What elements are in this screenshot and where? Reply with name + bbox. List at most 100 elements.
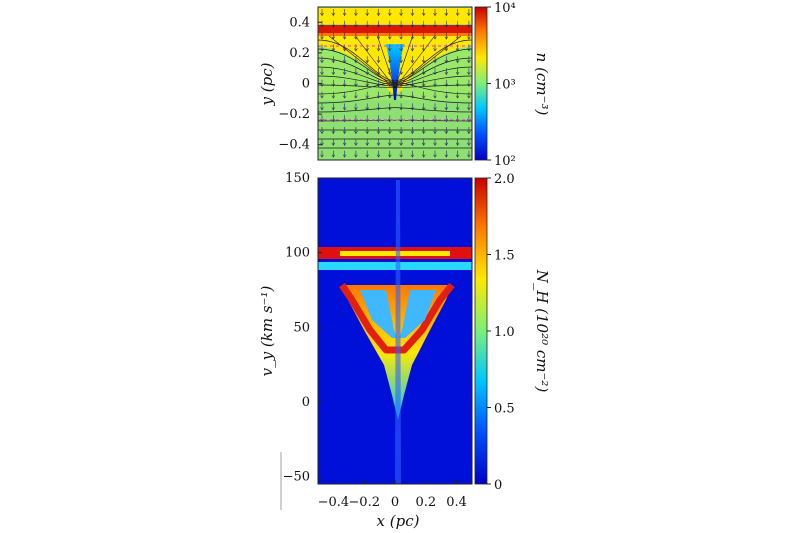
velocity-arrowhead: [410, 107, 415, 111]
velocity-arrowhead: [444, 95, 449, 99]
velocity-arrowhead: [365, 142, 369, 146]
bottom-colorbar-tick-label: 0: [494, 478, 502, 493]
upper-yellow-band: [318, 8, 472, 24]
velocity-arrowhead: [421, 36, 426, 40]
velocity-arrowhead: [354, 83, 358, 87]
velocity-arrowhead: [388, 130, 392, 135]
velocity-arrowhead: [342, 48, 347, 52]
central-spike: [395, 180, 401, 484]
velocity-arrowhead: [388, 142, 392, 146]
velocity-arrowhead: [376, 12, 381, 17]
velocity-arrowhead: [320, 71, 324, 76]
velocity-arrowhead: [421, 142, 426, 146]
velocity-arrowhead: [388, 48, 392, 52]
velocity-arrowhead: [467, 95, 471, 99]
velocity-arrowhead: [455, 142, 460, 146]
velocity-arrowhead: [433, 24, 437, 28]
velocity-arrowhead: [467, 60, 471, 64]
velocity-arrowhead: [455, 83, 460, 87]
field-line: [318, 75, 472, 87]
velocity-arrowhead: [331, 83, 336, 87]
velocity-arrowhead: [331, 107, 336, 111]
velocity-arrowhead: [433, 36, 437, 40]
velocity-arrowhead: [354, 130, 358, 135]
high-velocity-band-core: [340, 251, 450, 256]
velocity-arrowhead: [376, 154, 381, 158]
velocity-arrowhead: [410, 130, 415, 135]
field-line: [394, 35, 413, 89]
velocity-arrowhead: [331, 24, 336, 28]
velocity-arrowhead: [365, 48, 369, 52]
velocity-arrowhead: [354, 36, 358, 40]
velocity-arrowhead: [410, 48, 415, 52]
velocity-arrowhead: [365, 107, 369, 111]
v-shaped-emission-edge: [339, 282, 455, 354]
velocity-arrowhead: [421, 12, 426, 17]
field-line: [328, 35, 396, 89]
top-y-ticks: 0.4 0.2 0 −0.2 −0.4: [278, 15, 322, 153]
bottom-colorbar-tick-label: 2.0: [494, 172, 515, 187]
velocity-arrowhead: [320, 12, 324, 17]
velocity-arrowhead: [342, 12, 347, 17]
bottom-y-tick-label: 150: [285, 171, 310, 186]
velocity-arrowhead: [354, 12, 358, 17]
bottom-y-ticks: 150 100 50 0 −50: [283, 171, 322, 485]
velocity-arrowhead: [388, 12, 392, 17]
velocity-arrowhead: [421, 48, 426, 52]
field-lines: [318, 35, 472, 149]
field-line: [355, 35, 396, 89]
velocity-arrowhead: [399, 130, 403, 135]
bottom-colorbar-tick-label: 0.5: [494, 402, 515, 417]
velocity-arrowhead: [376, 83, 381, 87]
velocity-arrowhead: [410, 71, 415, 76]
low-density-funnel: [386, 44, 404, 100]
velocity-arrowhead: [433, 83, 437, 87]
velocity-arrowhead: [444, 36, 449, 40]
velocity-arrowhead: [444, 24, 449, 28]
velocity-arrowhead: [410, 12, 415, 17]
velocity-arrowhead: [342, 142, 347, 146]
velocity-arrowhead: [388, 24, 392, 28]
velocity-arrowhead: [410, 36, 415, 40]
field-line: [318, 94, 472, 104]
velocity-arrowhead: [320, 36, 324, 40]
velocity-arrowhead: [365, 24, 369, 28]
velocity-arrowhead: [354, 24, 358, 28]
velocity-arrowhead: [399, 24, 403, 28]
velocity-arrowhead: [433, 142, 437, 146]
velocity-arrowhead: [455, 24, 460, 28]
top-y-tick-label: 0.4: [289, 15, 310, 30]
velocity-arrowhead: [399, 71, 403, 76]
velocity-arrowhead: [331, 60, 336, 64]
velocity-arrowhead: [410, 60, 415, 64]
velocity-arrowhead: [320, 48, 324, 52]
velocity-arrowhead: [388, 71, 392, 76]
velocity-arrowhead: [410, 95, 415, 99]
top-y-axis-label: y (pc): [258, 62, 276, 106]
velocity-arrowhead: [354, 48, 358, 52]
velocity-arrows: [320, 9, 471, 158]
velocity-arrowhead: [433, 130, 437, 135]
top-y-tick-label: −0.4: [278, 138, 310, 153]
velocity-arrowhead: [399, 48, 403, 52]
velocity-arrowhead: [455, 154, 460, 158]
velocity-arrowhead: [433, 71, 437, 76]
velocity-arrowhead: [354, 60, 358, 64]
top-colorbar: [474, 6, 488, 161]
velocity-arrowhead: [433, 154, 437, 158]
field-line: [394, 35, 462, 89]
velocity-arrowhead: [331, 154, 336, 158]
velocity-arrowhead: [455, 36, 460, 40]
velocity-arrowhead: [455, 107, 460, 111]
velocity-arrowhead: [444, 154, 449, 158]
velocity-arrowhead: [399, 154, 403, 158]
velocity-arrowhead: [399, 95, 403, 99]
velocity-arrowhead: [320, 95, 324, 99]
velocity-arrowhead: [399, 60, 403, 64]
field-line: [318, 107, 472, 113]
bottom-colorbar-tick-label: 1.0: [494, 325, 515, 340]
shock-layer-edge: [318, 33, 472, 36]
density-map-panel: 0.4 0.2 0 −0.2 −0.4 y (pc) 10⁴ 10³ 10² n (cm⁻³…: [258, 1, 551, 169]
velocity-arrowhead: [467, 71, 471, 76]
